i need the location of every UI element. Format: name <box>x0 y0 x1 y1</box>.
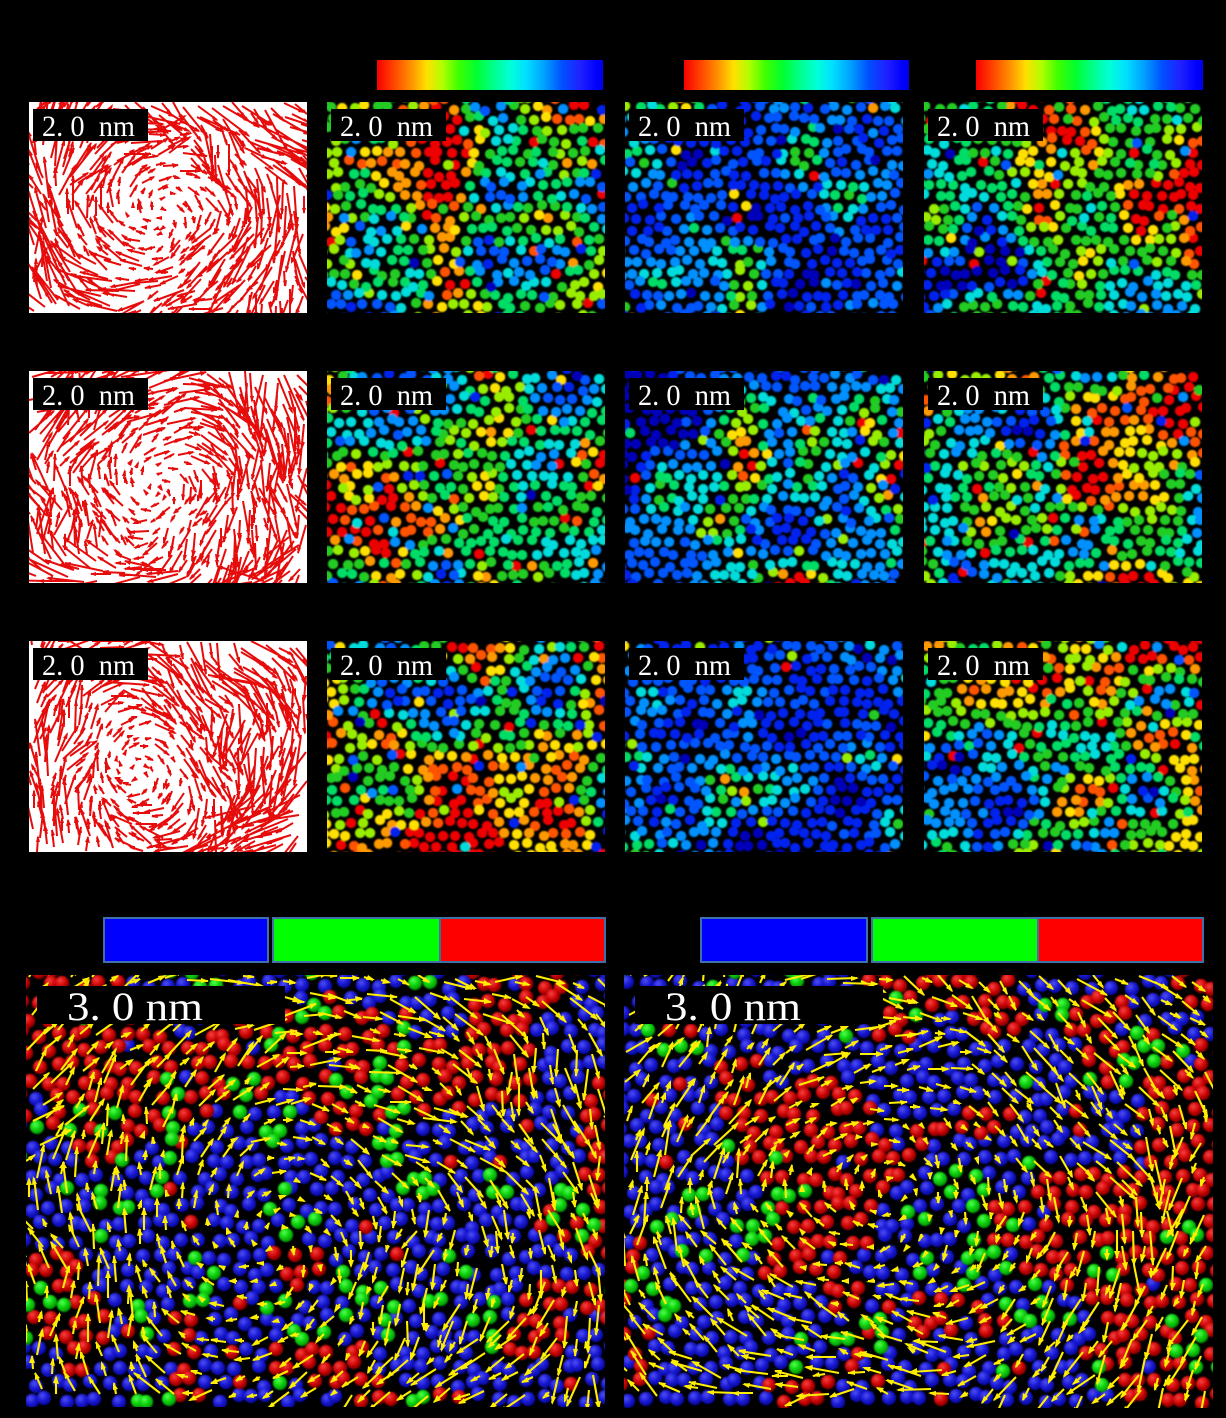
svg-text:2. 0 nm: 2. 0 nm <box>42 649 135 682</box>
svg-text:2. 0 nm: 2. 0 nm <box>42 379 135 412</box>
svg-text:2. 0 nm: 2. 0 nm <box>638 379 731 412</box>
svg-text:2. 0 nm: 2. 0 nm <box>638 110 731 143</box>
svg-text:2. 0 nm: 2. 0 nm <box>340 110 433 143</box>
svg-text:2. 0 nm: 2. 0 nm <box>42 110 135 143</box>
svg-text:2. 0 nm: 2. 0 nm <box>937 110 1030 143</box>
svg-text:2. 0 nm: 2. 0 nm <box>937 379 1030 412</box>
svg-text:2. 0 nm: 2. 0 nm <box>638 649 731 682</box>
svg-text:3. 0 nm: 3. 0 nm <box>665 984 801 1029</box>
svg-text:3. 0 nm: 3. 0 nm <box>67 984 203 1029</box>
svg-text:2. 0 nm: 2. 0 nm <box>340 649 433 682</box>
svg-text:2. 0 nm: 2. 0 nm <box>937 649 1030 682</box>
svg-text:2. 0 nm: 2. 0 nm <box>340 379 433 412</box>
